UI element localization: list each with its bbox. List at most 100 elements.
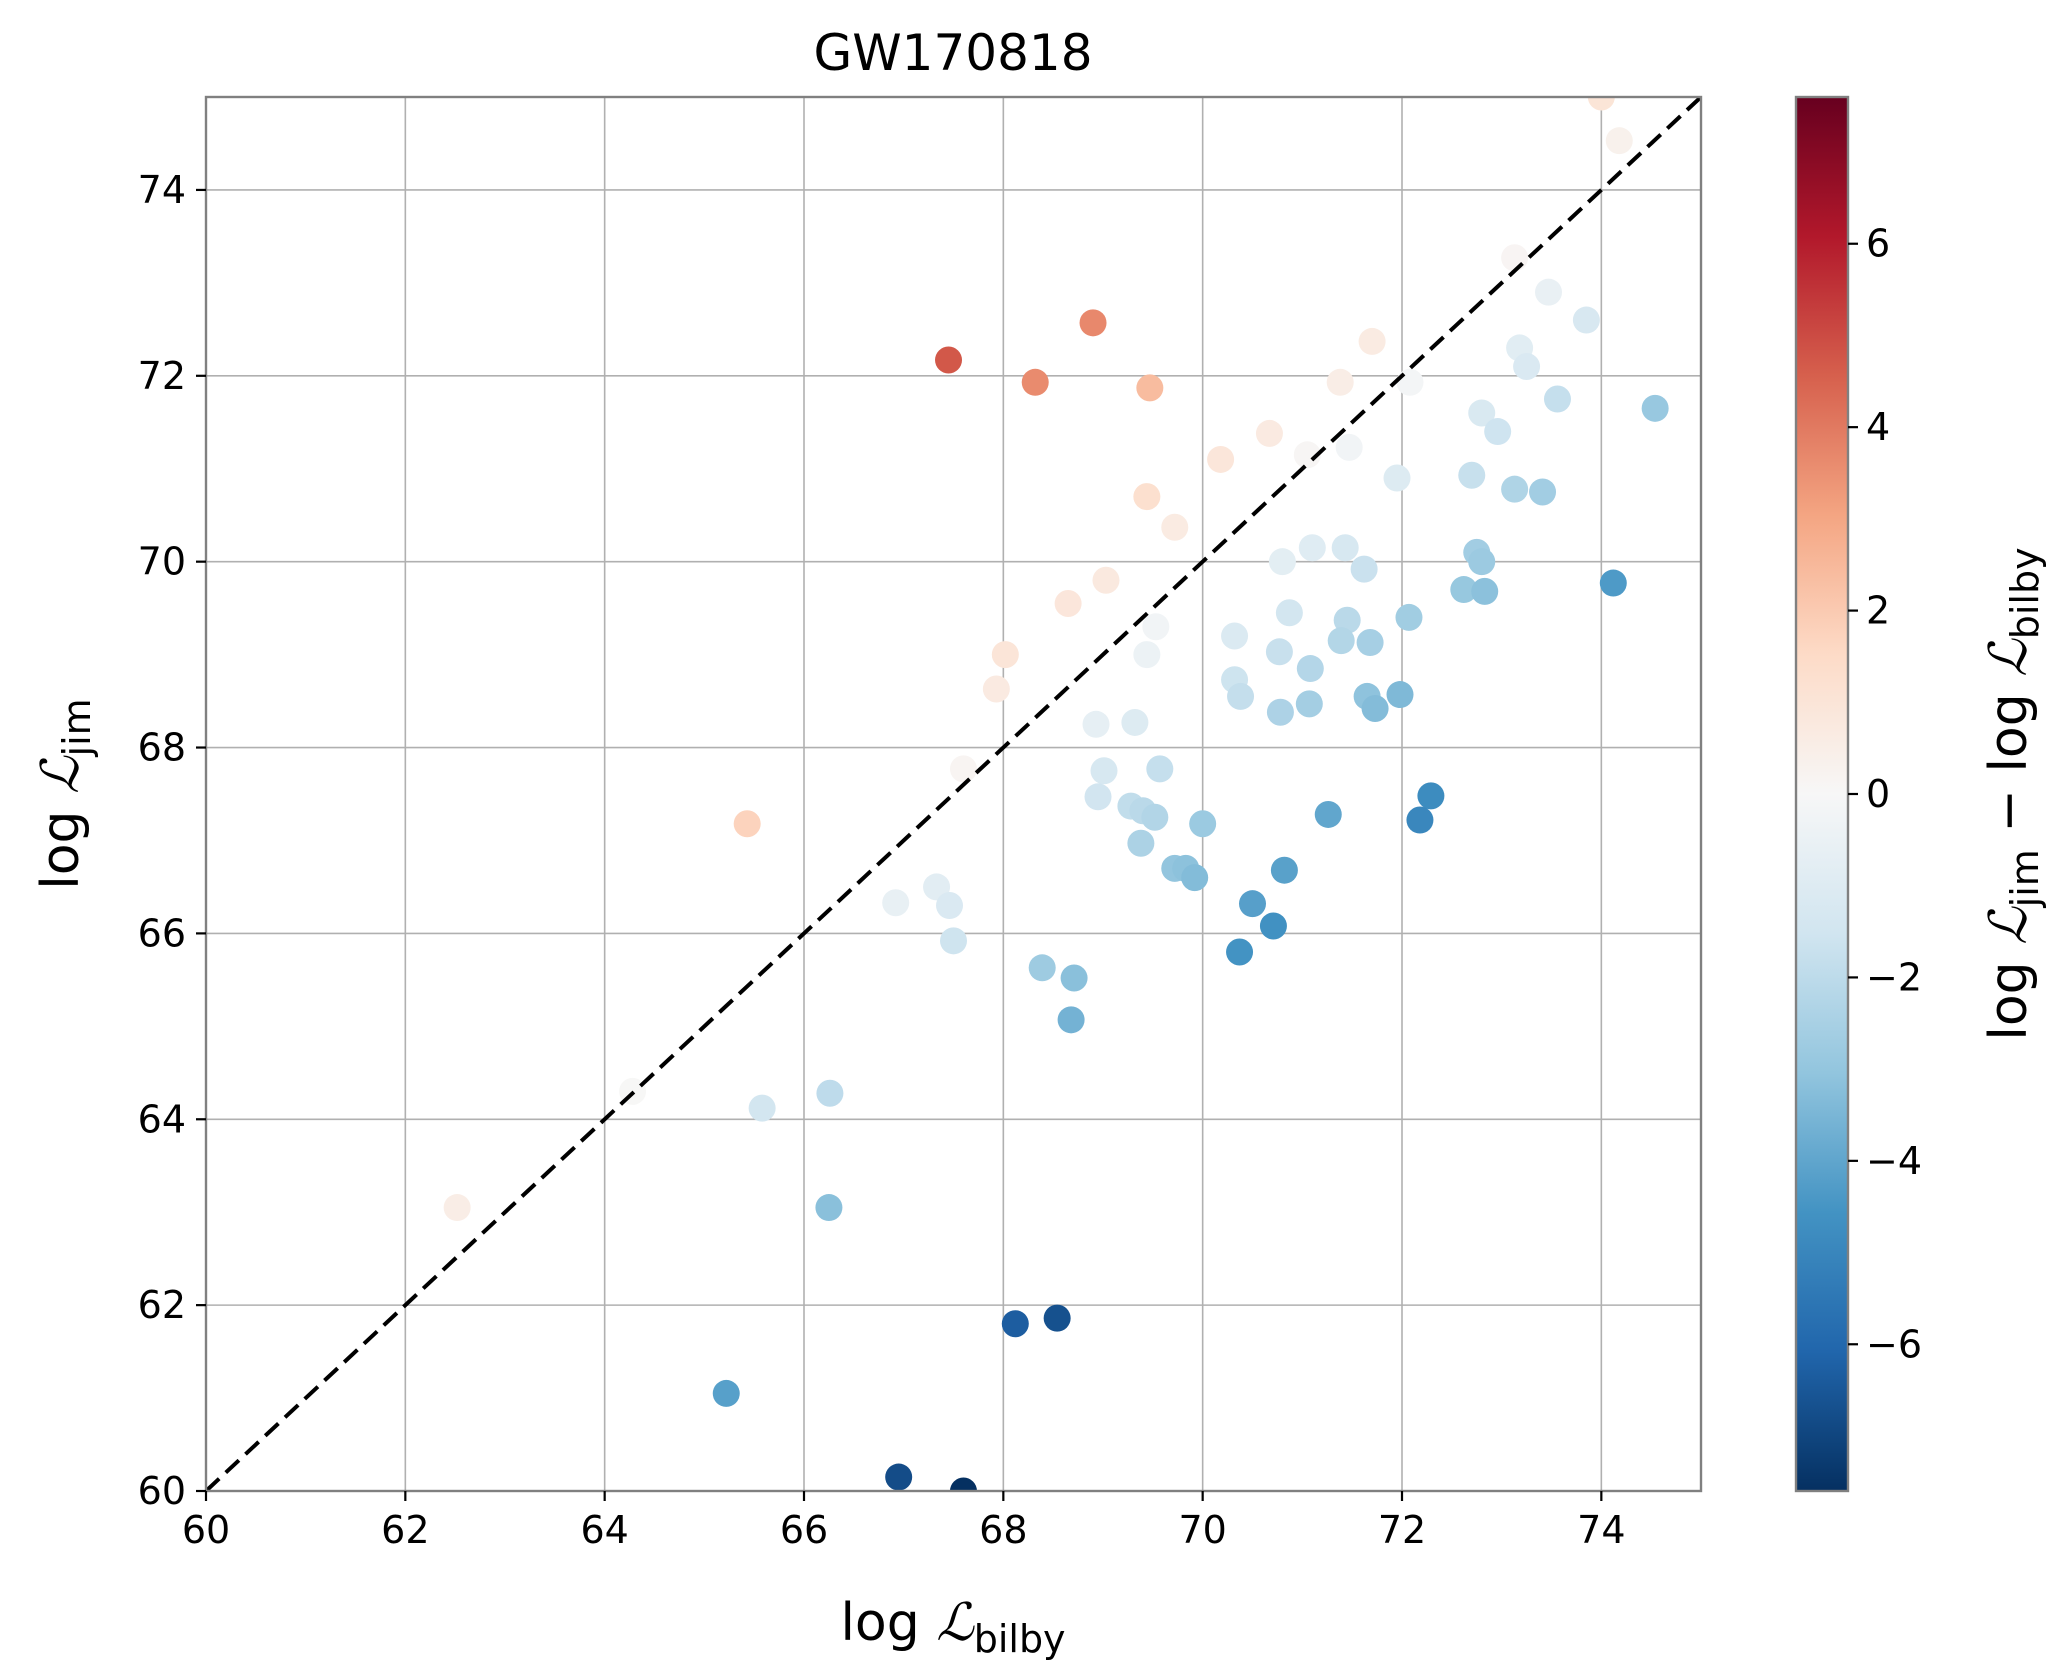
grid-lines <box>205 97 1701 1492</box>
data-point-88 <box>1057 1006 1085 1034</box>
data-point-10 <box>1092 566 1120 594</box>
colorbar-label-prefix2: log <box>1979 677 2039 773</box>
data-point-76 <box>1417 782 1445 810</box>
data-point-94 <box>712 1379 740 1407</box>
y-tick-label-6: 72 <box>138 354 186 398</box>
data-point-51 <box>1450 576 1478 604</box>
data-point-78 <box>1270 856 1298 884</box>
data-point-75 <box>1314 800 1342 828</box>
data-point-80 <box>1259 912 1287 940</box>
scatter-points <box>443 97 1669 1491</box>
data-point-43 <box>1133 641 1161 669</box>
chart-title: GW170818 <box>813 24 1092 82</box>
x-axis-ticks: 60 62 64 66 68 70 72 74 <box>182 1491 1626 1552</box>
data-point-15 <box>1358 327 1386 355</box>
data-point-86 <box>1028 954 1056 982</box>
data-point-29 <box>1572 306 1600 334</box>
data-point-93 <box>1043 1304 1071 1332</box>
colorbar-tick-label-5: 4 <box>1866 405 1890 449</box>
data-point-39 <box>1331 534 1359 562</box>
y-axis-label-sub: jim <box>55 698 99 757</box>
colorbar-label-minus: − <box>1979 773 2039 850</box>
data-point-30 <box>1468 399 1496 427</box>
data-point-5 <box>1133 483 1161 511</box>
colorbar-label-symbol2: ℒ <box>1979 638 2039 677</box>
colorbar-tick-label-6: 6 <box>1866 222 1890 266</box>
data-point-14 <box>1326 368 1354 396</box>
data-point-77 <box>1406 806 1434 834</box>
data-point-54 <box>1471 577 1499 605</box>
x-axis-label: log ℒbilby <box>840 1593 1065 1661</box>
data-point-26 <box>1535 278 1563 306</box>
colorbar-label: log ℒjim − log ℒbilby <box>1979 547 2047 1040</box>
x-tick-label-3: 66 <box>780 1508 828 1552</box>
x-axis-label-sub: bilby <box>974 1617 1066 1661</box>
data-point-96 <box>949 1477 977 1491</box>
data-point-58 <box>1295 690 1323 718</box>
data-point-13 <box>1255 419 1283 447</box>
y-axis-ticks: 60 62 64 66 68 70 72 74 <box>138 168 206 1513</box>
data-point-24 <box>1396 368 1424 396</box>
data-point-45 <box>1265 638 1293 666</box>
data-point-61 <box>1386 681 1414 709</box>
data-point-81 <box>1226 938 1254 966</box>
data-point-46 <box>1296 655 1324 683</box>
x-tick-label-7: 74 <box>1577 1508 1625 1552</box>
data-point-90 <box>816 1079 844 1107</box>
colorbar-tick-label-4: 2 <box>1866 589 1890 633</box>
data-point-19 <box>1142 613 1170 641</box>
data-point-7 <box>443 1194 471 1222</box>
data-point-11 <box>1161 513 1189 541</box>
data-point-56 <box>1227 682 1255 710</box>
data-point-63 <box>1121 708 1149 736</box>
y-tick-label-2: 64 <box>138 1097 186 1141</box>
data-point-36 <box>1641 394 1669 422</box>
data-point-2 <box>1079 309 1107 337</box>
data-point-1 <box>1021 368 1049 396</box>
data-point-34 <box>1501 475 1529 503</box>
data-point-85 <box>940 927 967 955</box>
data-point-70 <box>1189 810 1217 838</box>
y-tick-label-7: 74 <box>138 168 186 212</box>
x-tick-label-6: 72 <box>1378 1508 1426 1552</box>
data-point-23 <box>1335 433 1363 461</box>
colorbar-label-symbol: ℒ <box>1979 906 2039 945</box>
y-tick-label-3: 66 <box>138 911 186 955</box>
data-point-50 <box>1395 603 1423 631</box>
plot-frame <box>204 95 1703 1493</box>
data-point-20 <box>1293 441 1321 469</box>
colorbar-tick-label-2: −2 <box>1866 955 1922 999</box>
y-axis-label-symbol: ℒ <box>31 755 91 794</box>
data-point-21 <box>1501 244 1529 272</box>
data-point-4 <box>733 810 761 838</box>
colorbar-label-sub: jim <box>2003 849 2047 908</box>
data-point-60 <box>1361 695 1389 723</box>
data-point-18 <box>949 755 977 783</box>
colorbar-label-prefix: log <box>1979 945 2039 1041</box>
data-point-71 <box>1127 829 1155 857</box>
y-tick-label-0: 60 <box>138 1469 186 1513</box>
data-point-25 <box>1383 464 1411 492</box>
data-point-53 <box>1468 548 1496 576</box>
data-point-79 <box>1239 890 1266 918</box>
x-tick-label-1: 62 <box>381 1508 429 1552</box>
x-tick-label-5: 70 <box>1178 1508 1226 1552</box>
data-point-35 <box>1529 478 1557 506</box>
data-point-42 <box>1275 599 1303 627</box>
data-point-0 <box>935 346 963 374</box>
colorbar-tick-label-3: 0 <box>1866 772 1890 816</box>
data-point-31 <box>1484 418 1512 446</box>
data-point-47 <box>1333 606 1361 634</box>
data-point-41 <box>1350 555 1378 583</box>
data-point-69 <box>1141 803 1169 831</box>
data-point-3 <box>1136 374 1164 402</box>
colorbar-tick-label-1: −4 <box>1866 1139 1922 1183</box>
colorbar-label-sub2: bilby <box>2003 547 2047 639</box>
data-point-87 <box>1060 964 1088 992</box>
x-tick-label-2: 64 <box>580 1508 628 1552</box>
data-point-57 <box>1266 698 1294 726</box>
data-point-9 <box>1054 589 1082 617</box>
colorbar-tick-label-0: −6 <box>1866 1322 1922 1366</box>
x-tick-label-0: 60 <box>182 1508 230 1552</box>
